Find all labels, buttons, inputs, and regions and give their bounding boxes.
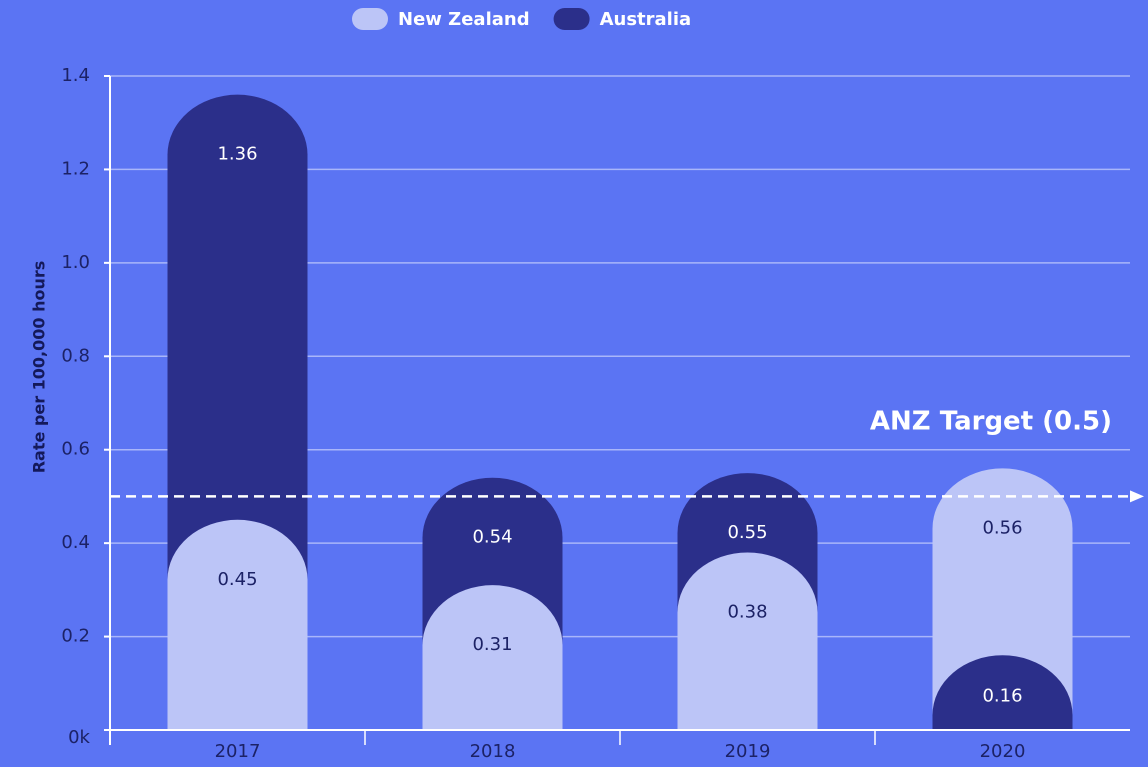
y-tick-label: 0.4 bbox=[61, 532, 90, 553]
legend-swatch bbox=[553, 8, 590, 30]
data-label: 0.45 bbox=[217, 569, 257, 590]
data-label: 0.16 bbox=[982, 685, 1022, 706]
data-label: 1.36 bbox=[217, 144, 257, 165]
data-label: 0.38 bbox=[727, 601, 767, 622]
x-tick-label: 2019 bbox=[725, 741, 771, 762]
bar bbox=[677, 552, 818, 730]
bar bbox=[932, 655, 1073, 730]
target-label: ANZ Target (0.5) bbox=[870, 407, 1112, 437]
data-label: 0.31 bbox=[472, 634, 512, 655]
x-tick-label: 2017 bbox=[215, 741, 261, 762]
y-tick-label: 1.0 bbox=[61, 252, 90, 273]
bar bbox=[167, 519, 308, 730]
y-tick-label: 0.8 bbox=[61, 345, 90, 366]
target-arrow bbox=[1130, 490, 1144, 503]
data-label: 0.54 bbox=[472, 527, 512, 548]
x-tick-label: 2018 bbox=[470, 741, 516, 762]
x-tick-label: 2020 bbox=[980, 741, 1026, 762]
bar bbox=[422, 585, 563, 730]
y-tick-label: 0k bbox=[68, 727, 90, 748]
data-label: 0.56 bbox=[982, 517, 1022, 538]
legend-swatch bbox=[352, 8, 388, 30]
y-tick-label: 0.2 bbox=[61, 626, 90, 647]
data-label: 0.55 bbox=[727, 522, 767, 543]
y-tick-label: 1.4 bbox=[61, 65, 90, 86]
y-tick-label: 1.2 bbox=[61, 158, 90, 179]
y-tick-label: 0.6 bbox=[61, 439, 90, 460]
y-axis-label: Rate per 100,000 hours bbox=[30, 261, 49, 474]
legend-label: New Zealand bbox=[398, 9, 530, 30]
legend-label: Australia bbox=[600, 9, 692, 30]
